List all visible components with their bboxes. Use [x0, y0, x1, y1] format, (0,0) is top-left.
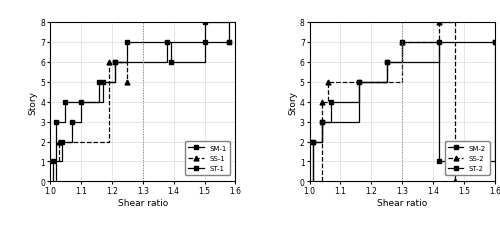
Y-axis label: Story: Story	[28, 90, 38, 114]
Legend: SM-1, SS-1, ST-1: SM-1, SS-1, ST-1	[185, 142, 230, 175]
Legend: SM-2, SS-2, ST-2: SM-2, SS-2, ST-2	[444, 142, 490, 175]
X-axis label: Shear ratio: Shear ratio	[377, 198, 428, 207]
X-axis label: Shear ratio: Shear ratio	[118, 198, 168, 207]
Y-axis label: Story: Story	[288, 90, 297, 114]
